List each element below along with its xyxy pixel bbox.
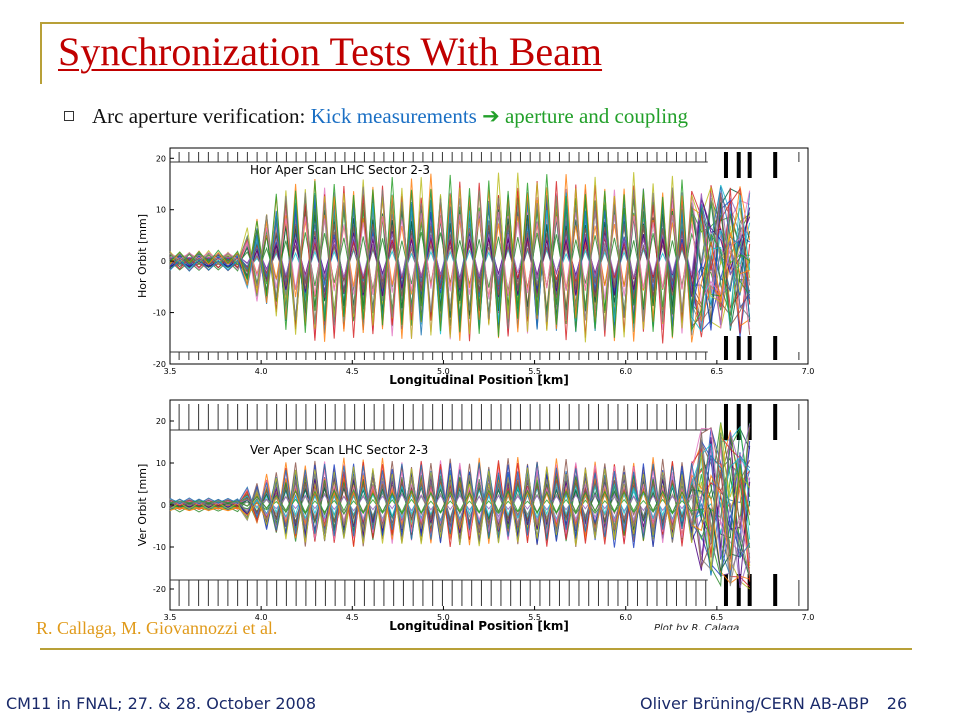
x-axis-label: Longitudinal Position [km]: [389, 373, 569, 386]
bullet-text: Arc aperture verification:: [92, 104, 306, 128]
header-rule: [40, 22, 904, 24]
orbit-series-line: [169, 173, 750, 343]
insertion-block-bottom: [747, 336, 752, 360]
x-tick-label: 5.0: [437, 367, 450, 376]
insertion-block-top: [773, 404, 778, 440]
y-axis-label: Ver Orbit [mm]: [136, 464, 149, 547]
insertion-block-bottom: [723, 574, 728, 606]
orbit-series-line: [169, 433, 751, 587]
footer-author: Oliver Brüning/CERN AB-ABP 26: [640, 694, 907, 713]
vertical-aperture-plot: 20 10 0 -10 -20 3.5 4.0 4.5 5.0 5.5 6.0 6.5 7.0 Longi…: [136, 399, 815, 632]
insertion-block-bottom: [723, 336, 728, 360]
plot-by-text: Plot by R. Calaga: [654, 623, 740, 630]
insertion-block-bottom: [773, 336, 778, 360]
x-tick-label: 3.5: [164, 367, 177, 376]
footer-rule: [40, 648, 912, 650]
x-tick-label: 6.5: [710, 367, 723, 376]
x-tick-label: 4.5: [346, 367, 359, 376]
orbit-series-line: [169, 459, 751, 568]
insertion-block-bottom: [747, 574, 752, 606]
orbit-series-line: [169, 432, 751, 556]
y-tick-label: -10: [153, 309, 166, 318]
page-number: 26: [886, 694, 908, 713]
x-tick-label: 5.5: [528, 613, 541, 622]
square-bullet-icon: [64, 111, 74, 122]
orbit-series-line: [169, 423, 751, 571]
y-tick-label: -10: [153, 543, 166, 552]
orbit-series-line: [169, 423, 751, 557]
footer-author-name: Oliver Brüning/CERN AB-ABP: [640, 694, 869, 713]
orbit-series-line: [169, 427, 751, 562]
orbit-series-line: [169, 174, 750, 338]
orbit-series-line: [169, 186, 751, 322]
chart-title: Hor Aper Scan LHC Sector 2-3: [250, 163, 430, 177]
orbit-series-line: [169, 172, 751, 343]
y-tick-label: 20: [156, 417, 166, 426]
bullet-item: Arc aperture verification: Kick measurem…: [64, 104, 688, 129]
y-tick-label: 0: [161, 501, 166, 510]
orbit-series-line: [169, 186, 751, 331]
bullet-highlight-aperture: aperture and coupling: [504, 104, 689, 128]
slide-title: Synchronization Tests With Beam: [58, 29, 603, 74]
insertion-block-top: [736, 404, 741, 440]
x-tick-label: 3.5: [164, 613, 177, 622]
y-tick-label: -20: [153, 360, 166, 369]
x-axis-label: Longitudinal Position [km]: [389, 619, 569, 632]
footer-event: CM11 in FNAL; 27. & 28. October 2008: [6, 694, 317, 713]
x-tick-label: 4.0: [255, 367, 268, 376]
insertion-block-top: [747, 404, 752, 440]
x-tick-label: 4.5: [346, 613, 359, 622]
arrow-right-icon: ➔: [482, 104, 500, 128]
orbit-series-line: [169, 191, 751, 296]
x-tick-label: 5.0: [437, 613, 450, 622]
y-tick-label: 0: [161, 257, 166, 266]
x-tick-label: 6.0: [619, 367, 632, 376]
insertion-block-top: [723, 404, 728, 440]
insertion-block-top: [747, 152, 752, 178]
orbit-series-line: [169, 187, 751, 338]
orbit-series-line: [169, 192, 751, 328]
insertion-block-top: [723, 152, 728, 178]
x-tick-label: 5.5: [528, 367, 541, 376]
header-side-rule: [40, 22, 42, 84]
insertion-block-bottom: [736, 574, 741, 606]
orbit-series-line: [169, 446, 751, 559]
bullet-highlight-kick: Kick measurements: [310, 104, 477, 128]
insertion-block-top: [736, 152, 741, 178]
orbit-series-line: [169, 455, 751, 540]
insertion-block-bottom: [736, 336, 741, 360]
y-tick-label: 10: [156, 206, 166, 215]
x-tick-label: 7.0: [802, 613, 815, 622]
x-tick-label: 7.0: [802, 367, 815, 376]
orbit-series-line: [169, 190, 751, 302]
x-tick-label: 6.5: [710, 613, 723, 622]
x-tick-label: 4.0: [255, 613, 268, 622]
y-tick-label: 10: [156, 459, 166, 468]
orbit-series-line: [169, 454, 751, 559]
orbit-series-line: [169, 201, 751, 316]
y-axis-label: Hor Orbit [mm]: [136, 214, 149, 298]
x-tick-label: 6.0: [619, 613, 632, 622]
y-tick-label: -20: [153, 585, 166, 594]
insertion-block-bottom: [773, 574, 778, 606]
horizontal-aperture-plot: 20 10 0 -10 -203.5 4.0 4.5 5.0 5.5 6.0 6.5 7.0 Longi…: [136, 147, 815, 386]
insertion-block-top: [773, 152, 778, 178]
y-tick-label: 20: [156, 154, 166, 163]
credit-text: R. Callaga, M. Giovannozzi et al.: [36, 618, 278, 638]
chart-title: Ver Aper Scan LHC Sector 2-3: [250, 443, 428, 457]
